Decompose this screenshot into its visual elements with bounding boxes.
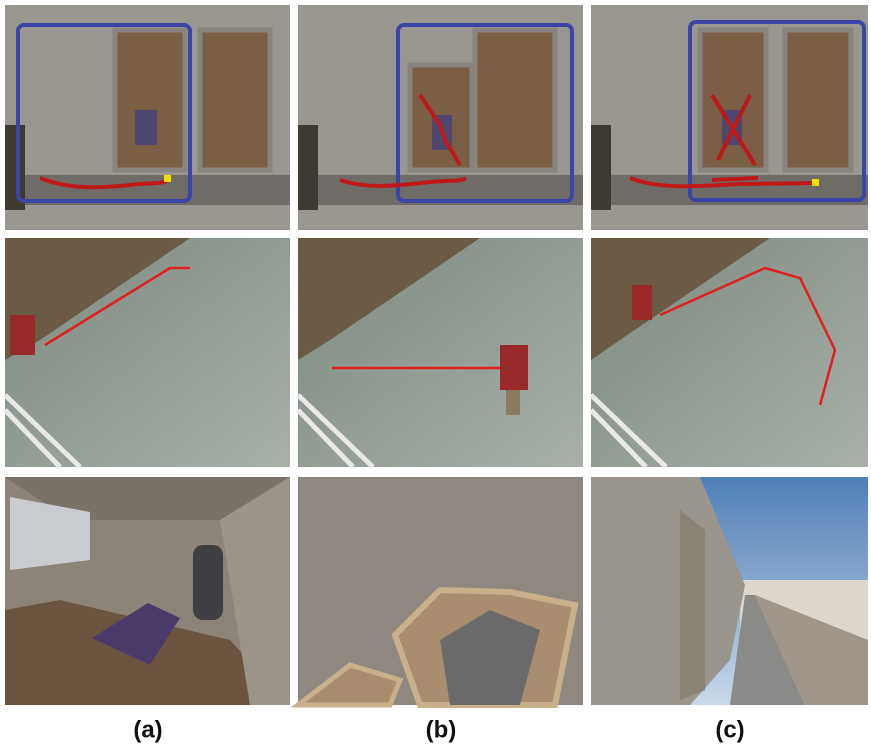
view-panel-c	[591, 477, 868, 705]
camera-panel-c	[591, 238, 868, 467]
map-panel-c	[591, 5, 868, 230]
camera-panel-a	[5, 238, 290, 467]
figure: (a) (b) (c)	[0, 0, 871, 747]
view-panel-a	[5, 477, 290, 705]
panel-label: (a)	[133, 716, 162, 743]
panel-label: (b)	[426, 716, 457, 743]
panel-label: (c)	[715, 716, 744, 743]
map-panel-a	[5, 5, 290, 230]
view-panel-b	[298, 477, 583, 705]
camera-panel-b	[298, 238, 583, 467]
map-panel-b	[298, 5, 583, 230]
